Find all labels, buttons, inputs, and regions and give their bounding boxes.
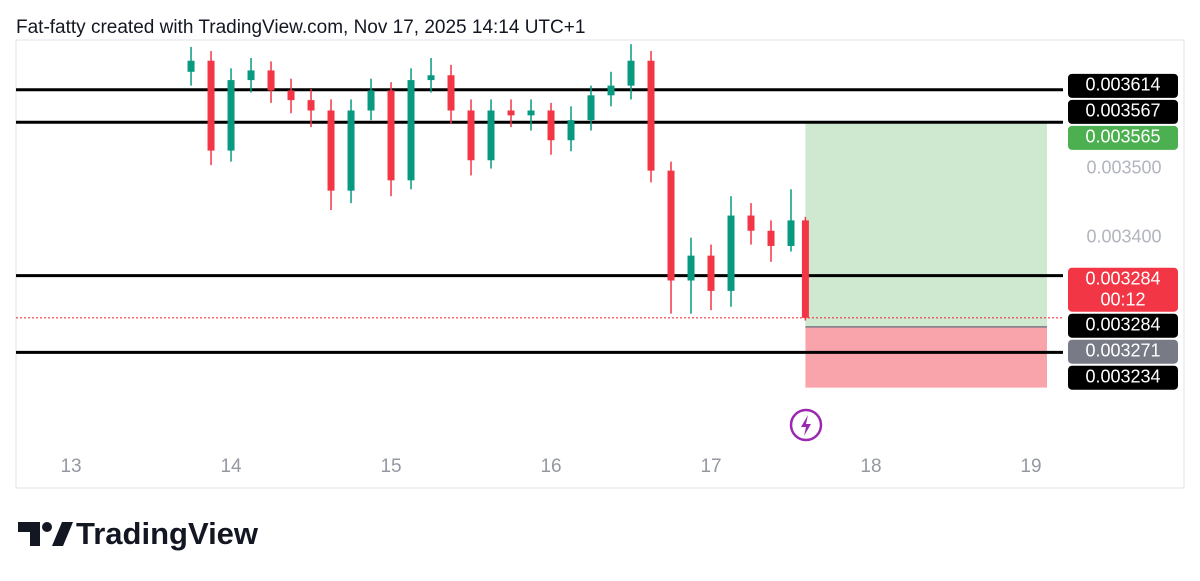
candle-body bbox=[247, 70, 255, 81]
candle-body bbox=[447, 75, 455, 111]
candle-body bbox=[707, 255, 715, 291]
price-label-box bbox=[1068, 125, 1178, 150]
candle-body bbox=[487, 110, 495, 161]
price-label: 0.003565 bbox=[1085, 127, 1160, 147]
price-label-box bbox=[1068, 99, 1178, 124]
price-label-box bbox=[1068, 365, 1178, 390]
price-label: 0.003284 bbox=[1085, 268, 1160, 288]
candle-body bbox=[327, 110, 335, 191]
price-label-box bbox=[1068, 267, 1178, 312]
candle-body bbox=[467, 110, 475, 161]
x-tick-label: 18 bbox=[860, 456, 881, 477]
candle-body bbox=[307, 100, 315, 111]
price-label: 0.003284 bbox=[1085, 314, 1160, 334]
candle-body bbox=[567, 120, 575, 141]
countdown: 00:12 bbox=[1100, 289, 1145, 309]
logo-dot bbox=[42, 522, 52, 532]
y-tick-label: 0.003400 bbox=[1086, 226, 1161, 246]
candle-body bbox=[347, 110, 355, 191]
candle-body bbox=[801, 220, 809, 318]
logo-icon bbox=[18, 522, 73, 546]
candle-body bbox=[747, 215, 755, 231]
x-tick-label: 16 bbox=[540, 456, 561, 477]
candle-body bbox=[367, 90, 375, 111]
candle-body bbox=[187, 60, 195, 72]
price-label: 0.003271 bbox=[1085, 340, 1160, 360]
stop-zone bbox=[805, 326, 1048, 388]
candle-body bbox=[767, 230, 775, 246]
price-label: 0.003567 bbox=[1085, 101, 1160, 121]
candle-body bbox=[387, 90, 395, 181]
alert-bolt bbox=[801, 415, 811, 436]
y-tick-label: 0.003500 bbox=[1086, 157, 1161, 177]
candle-body bbox=[587, 95, 595, 121]
x-tick-label: 19 bbox=[1020, 456, 1041, 477]
price-label-box bbox=[1068, 73, 1178, 98]
candle-body bbox=[787, 220, 795, 246]
candle-body bbox=[527, 110, 535, 116]
candle-body bbox=[667, 170, 675, 281]
header: Fat-fatty created with TradingView.com, … bbox=[16, 17, 585, 38]
x-tick-label: 13 bbox=[60, 456, 81, 477]
target-zone bbox=[805, 123, 1048, 327]
x-tick-label: 15 bbox=[380, 456, 401, 477]
price-label: 0.003614 bbox=[1085, 75, 1160, 95]
candle-body bbox=[727, 215, 735, 291]
candle-body bbox=[547, 110, 555, 141]
candle-body bbox=[407, 80, 415, 181]
logo: TradingView bbox=[18, 516, 259, 551]
candle-body bbox=[427, 75, 435, 81]
price-label: 0.003234 bbox=[1085, 366, 1160, 386]
price-label-box bbox=[1068, 339, 1178, 364]
x-tick-label: 14 bbox=[220, 456, 242, 477]
candle-body bbox=[267, 70, 275, 91]
candle-body bbox=[287, 90, 295, 101]
candle-body bbox=[687, 255, 695, 281]
price-label-box bbox=[1068, 313, 1178, 338]
candle-body bbox=[227, 80, 235, 151]
candle-body bbox=[627, 60, 635, 86]
candle-body bbox=[507, 110, 515, 116]
chart-frame bbox=[15, 39, 1185, 489]
x-tick-label: 17 bbox=[700, 456, 721, 477]
candle-body bbox=[607, 85, 615, 96]
candle-body bbox=[647, 60, 655, 171]
candle-body bbox=[207, 60, 215, 151]
logo-text: TradingView bbox=[76, 516, 259, 551]
